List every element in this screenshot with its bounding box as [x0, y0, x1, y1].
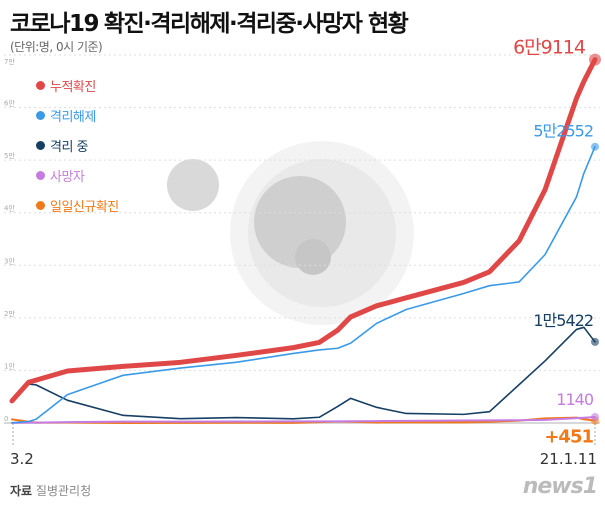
- legend-label: 일일신규확진: [50, 199, 119, 215]
- title-main: 코로나19: [10, 11, 100, 37]
- unit-note: (단위:명, 0시 기준): [10, 40, 103, 54]
- y-tick-label: 5만: [4, 151, 15, 160]
- series-line-0: [9, 57, 598, 404]
- legend-item: 격리 중: [36, 130, 119, 160]
- y-tick-label: 7만: [4, 57, 15, 66]
- legend-item: 사망자: [36, 160, 119, 190]
- legend-label: 사망자: [50, 169, 85, 185]
- legend-item: 일일신규확진: [36, 190, 119, 220]
- y-tick-label: 1만: [4, 361, 15, 370]
- legend-dot: [36, 80, 45, 90]
- source-value: 질병관리청: [35, 484, 92, 498]
- legend-dot: [36, 200, 45, 210]
- series-line-3: [11, 416, 596, 424]
- series-line-2: [11, 326, 596, 420]
- legend-item: 누적확진: [36, 70, 119, 100]
- series-end-dot: [591, 142, 599, 151]
- y-tick-label: 3만: [4, 256, 15, 265]
- x-start-label: 3.2: [10, 450, 34, 468]
- series-end-label: 1140: [556, 390, 594, 409]
- legend-label: 격리해제: [50, 109, 96, 125]
- y-tick-label: 2만: [4, 309, 15, 318]
- series-end-dot: [591, 337, 599, 346]
- series-end-dot: [591, 413, 599, 422]
- title-rest: 확진·격리해제·격리중·사망자 현황: [103, 11, 409, 37]
- legend-dot: [36, 140, 45, 150]
- legend-item: 격리해제: [36, 100, 119, 130]
- series-line-1: [11, 145, 596, 424]
- y-tick-label: 6만: [4, 99, 15, 108]
- series-end-label: 1만5422: [533, 311, 593, 330]
- chart-title: 코로나19 확진·격리해제·격리중·사망자 현황: [10, 4, 409, 38]
- y-tick-label: 4만: [4, 204, 15, 213]
- legend-label: 누적확진: [50, 79, 96, 95]
- series-end-label: 6만9114: [513, 37, 586, 59]
- y-tick-label: 0: [4, 415, 8, 423]
- series-end-label: +451: [544, 427, 593, 448]
- legend-label: 격리 중: [50, 139, 89, 155]
- source-label: 자료: [10, 484, 33, 498]
- news1-logo: news1: [522, 474, 598, 499]
- legend-dot: [36, 170, 45, 180]
- virus-globe-illustration: [167, 141, 414, 325]
- x-end-label: 21.1.11: [539, 450, 597, 468]
- series-end-label: 5만2552: [533, 122, 593, 141]
- source: 자료 질병관리청: [10, 482, 91, 499]
- series-end-dot: [589, 53, 601, 66]
- legend-dot: [36, 110, 45, 120]
